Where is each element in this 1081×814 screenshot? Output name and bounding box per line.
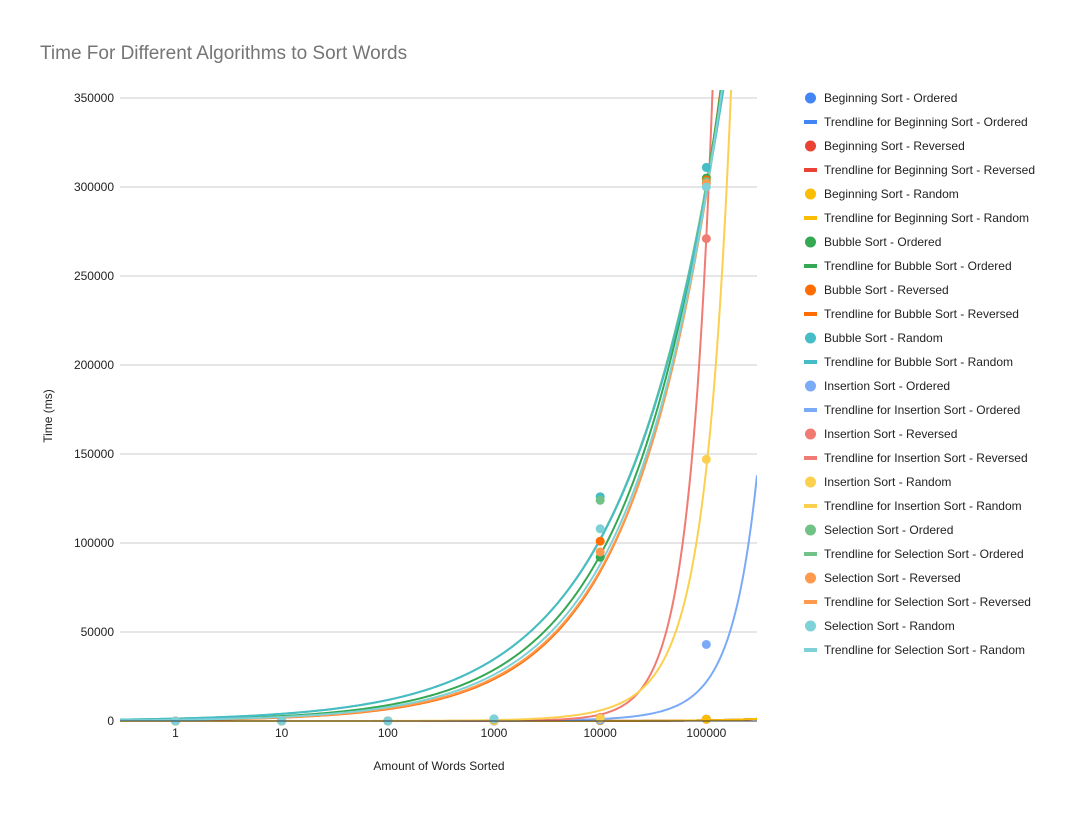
legend-item: Trendline for Selection Sort - Random <box>824 643 1025 657</box>
legend-line-marker <box>804 648 817 652</box>
y-axis-ticks: 0 50000 100000 150000 200000 250000 300000 3500… <box>74 91 114 728</box>
x-axis-ticks: 1 10 100 1000 10000 100000 <box>172 726 727 740</box>
legend-dot-marker <box>805 620 816 632</box>
legend-dot-marker <box>805 572 816 584</box>
y-tick-label: 200000 <box>74 358 114 372</box>
legend-item: Beginning Sort - Ordered <box>824 91 957 105</box>
data-point <box>701 454 711 464</box>
legend-item: Bubble Sort - Random <box>824 331 943 345</box>
legend-line-marker <box>804 600 817 604</box>
y-tick-label: 150000 <box>74 447 114 461</box>
legend-item: Beginning Sort - Random <box>824 187 959 201</box>
legend-dot-marker <box>805 188 816 200</box>
y-tick-label: 100000 <box>74 536 114 550</box>
trendline-9 <box>120 90 724 721</box>
legend-item: Selection Sort - Reversed <box>824 571 961 585</box>
data-point <box>701 714 711 724</box>
legend-item: Trendline for Beginning Sort - Ordered <box>824 115 1028 129</box>
legend-dot-marker <box>805 332 816 344</box>
legend-item: Trendline for Bubble Sort - Random <box>824 355 1013 369</box>
trendline-10 <box>120 90 723 722</box>
legend-dot-marker <box>805 380 816 392</box>
y-tick-label: 0 <box>107 714 114 728</box>
x-tick-label: 100000 <box>686 726 726 740</box>
legend-line-marker <box>804 312 817 316</box>
legend-item: Selection Sort - Random <box>824 619 955 633</box>
data-point <box>701 162 711 172</box>
legend-dot-marker <box>805 140 816 152</box>
y-tick-label: 250000 <box>74 269 114 283</box>
trendline-6 <box>120 475 757 722</box>
data-point <box>595 536 605 546</box>
legend-item: Trendline for Beginning Sort - Reversed <box>824 163 1035 177</box>
data-point <box>489 714 499 724</box>
y-axis-label: Time (ms) <box>41 389 55 443</box>
x-tick-label: 10 <box>275 726 289 740</box>
legend-item: Bubble Sort - Reversed <box>824 283 949 297</box>
data-point <box>701 182 711 192</box>
y-tick-label: 50000 <box>81 625 115 639</box>
legend-dot-marker <box>805 524 816 536</box>
trendline-3 <box>120 90 722 722</box>
legend-line-marker <box>804 552 817 556</box>
gridlines <box>120 97 757 633</box>
legend-item: Insertion Sort - Reversed <box>824 427 957 441</box>
chart-title: Time For Different Algorithms to Sort Wo… <box>40 43 407 64</box>
legend-dot-marker <box>805 428 816 440</box>
legend-line-marker <box>804 168 817 172</box>
data-point <box>595 547 605 557</box>
legend-line-marker <box>804 216 817 220</box>
x-tick-label: 1000 <box>481 726 508 740</box>
y-tick-label: 300000 <box>74 180 114 194</box>
trendline-5 <box>120 90 725 721</box>
legend-item: Trendline for Bubble Sort - Ordered <box>824 259 1012 273</box>
legend-item: Trendline for Insertion Sort - Random <box>824 499 1022 513</box>
plot-area <box>120 90 757 726</box>
legend-item: Trendline for Insertion Sort - Ordered <box>824 403 1020 417</box>
trendline-7 <box>120 90 714 722</box>
legend-line-marker <box>804 120 817 124</box>
data-points <box>171 162 711 726</box>
trendline-11 <box>120 90 723 722</box>
x-tick-label: 1 <box>172 726 179 740</box>
trendline-4 <box>120 90 722 722</box>
data-point <box>701 234 711 244</box>
y-tick-label: 350000 <box>74 91 114 105</box>
data-point <box>701 639 711 649</box>
legend-line-marker <box>804 504 817 508</box>
legend-item: Trendline for Selection Sort - Reversed <box>824 595 1031 609</box>
x-axis-label: Amount of Words Sorted <box>373 759 504 773</box>
legend-dot-marker <box>805 236 816 248</box>
legend-line-marker <box>804 456 817 460</box>
legend-dot-marker <box>805 92 816 104</box>
legend-line-marker <box>804 408 817 412</box>
legend-line-marker <box>804 264 817 268</box>
legend-item: Beginning Sort - Reversed <box>824 139 965 153</box>
legend-dot-marker <box>805 476 816 488</box>
trendlines <box>120 90 757 722</box>
legend-item: Trendline for Bubble Sort - Reversed <box>824 307 1019 321</box>
legend-dot-marker <box>805 284 816 296</box>
legend: Beginning Sort - Ordered Trendline for Be… <box>804 91 1035 657</box>
legend-item: Trendline for Insertion Sort - Reversed <box>824 451 1028 465</box>
x-tick-label: 10000 <box>583 726 617 740</box>
x-tick-label: 100 <box>378 726 398 740</box>
legend-item: Insertion Sort - Ordered <box>824 379 950 393</box>
trendline-8 <box>120 90 733 722</box>
legend-item: Selection Sort - Ordered <box>824 523 953 537</box>
legend-item: Trendline for Beginning Sort - Random <box>824 211 1029 225</box>
legend-line-marker <box>804 360 817 364</box>
data-point <box>595 524 605 534</box>
legend-item: Bubble Sort - Ordered <box>824 235 941 249</box>
legend-item: Insertion Sort - Random <box>824 475 951 489</box>
legend-item: Trendline for Selection Sort - Ordered <box>824 547 1024 561</box>
data-point <box>595 495 605 505</box>
